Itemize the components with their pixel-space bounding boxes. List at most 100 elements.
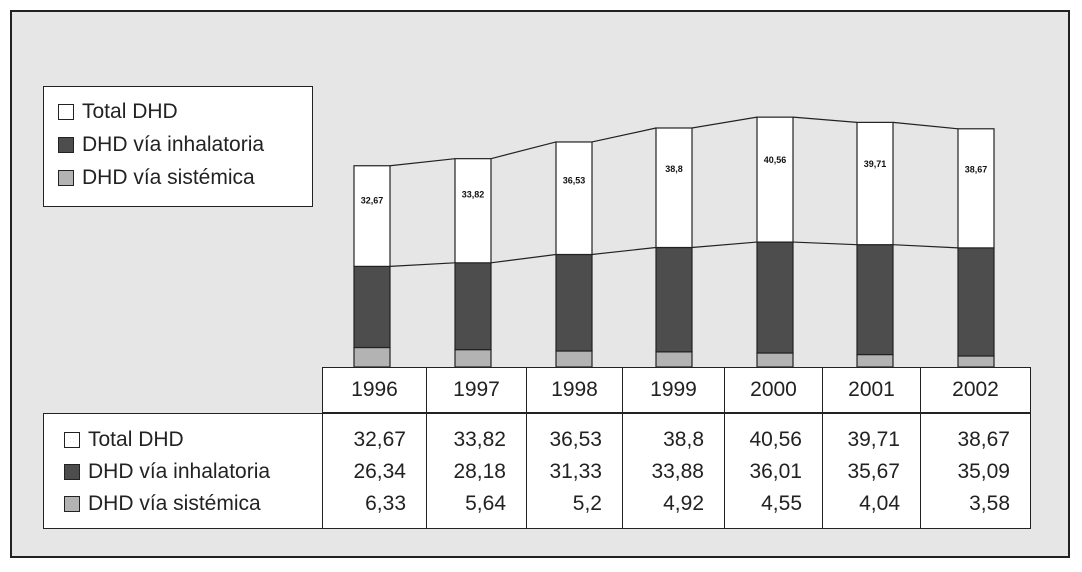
bar-segment-total — [856, 121, 894, 246]
bar-segment-total — [655, 127, 693, 249]
values-row: Total DHD DHD vía inhalatoria DHD vía si… — [43, 413, 1031, 529]
table-value: 40,56 — [749, 428, 802, 451]
table-cell: 39,71 35,67 4,04 — [822, 413, 921, 529]
bar-data-label: 33,82 — [462, 189, 485, 199]
legend-label-inhalatoria: DHD vía inhalatoria — [82, 132, 265, 156]
bar-segment-sistemica — [655, 351, 693, 368]
table-value: 31,33 — [549, 460, 602, 483]
table-value: 33,82 — [453, 428, 506, 451]
row-label-sistemica: DHD vía sistémica — [64, 488, 322, 520]
year-cell: 1998 — [526, 367, 623, 413]
inhalatoria-connector-line — [490, 253, 557, 264]
bar-segment-total — [756, 116, 794, 243]
table-cell: 32,67 26,34 6,33 — [322, 413, 427, 529]
table-value: 3,58 — [969, 492, 1010, 515]
total-connector-line — [792, 116, 858, 123]
table-value: 6,33 — [365, 492, 406, 515]
table-value: 38,8 — [663, 428, 704, 451]
inhalatoria-connector-line — [792, 241, 858, 246]
total-connector-line — [490, 141, 557, 160]
total-connector-line — [591, 127, 657, 143]
total-connector-line — [389, 158, 456, 167]
table-value: 4,92 — [663, 492, 704, 515]
bar-data-label: 40,56 — [764, 155, 787, 165]
year-cell: 1997 — [426, 367, 527, 413]
inhalatoria-connector-line — [892, 244, 959, 249]
table-value: 36,01 — [749, 460, 802, 483]
year-cell: 1996 — [322, 367, 427, 413]
inhalatoria-connector-line — [691, 241, 758, 249]
row-label-inhalatoria: DHD vía inhalatoria — [64, 456, 322, 488]
table-value: 35,67 — [847, 460, 900, 483]
legend-item-inhalatoria: DHD vía inhalatoria — [58, 128, 312, 161]
legend: Total DHD DHD vía inhalatoria DHD vía si… — [43, 86, 313, 207]
table-value: 35,09 — [957, 460, 1010, 483]
bar-segment-inhalatoria — [555, 253, 593, 352]
bar-segment-sistemica — [353, 346, 391, 368]
row-label-total: Total DHD — [64, 424, 322, 456]
bar-segment-sistemica — [555, 350, 593, 368]
table-value: 4,04 — [859, 492, 900, 515]
bar-segment-inhalatoria — [353, 265, 391, 349]
table-value: 28,18 — [453, 460, 506, 483]
total-connector-line — [892, 121, 959, 130]
year-cell: 1999 — [622, 367, 725, 413]
bar-data-label: 32,67 — [361, 195, 384, 205]
legend-swatch-total — [58, 103, 74, 120]
legend-swatch-sistemica — [58, 169, 74, 186]
row-label-inhalatoria-text: DHD vía inhalatoria — [88, 460, 271, 483]
bar-segment-inhalatoria — [856, 244, 894, 356]
table-value: 38,67 — [957, 428, 1010, 451]
year-header-row: 1996 1997 1998 1999 2000 2001 2002 — [44, 367, 1031, 413]
table-cell: 36,53 31,33 5,2 — [526, 413, 623, 529]
bar-data-label: 36,53 — [563, 175, 586, 185]
bar-segment-sistemica — [756, 352, 794, 368]
table-cell: 40,56 36,01 4,55 — [724, 413, 823, 529]
inhalatoria-connector-line — [389, 262, 456, 267]
table-value: 36,53 — [549, 428, 602, 451]
row-label-total-text: Total DHD — [88, 428, 184, 451]
year-cell: 2000 — [724, 367, 823, 413]
bar-data-label: 38,8 — [665, 164, 683, 174]
bar-segment-total — [957, 128, 995, 249]
bar-segment-inhalatoria — [957, 247, 995, 357]
inhalatoria-connector-line — [591, 246, 657, 256]
table-value: 5,2 — [572, 492, 602, 515]
data-table: 1996 1997 1998 1999 2000 2001 2002 Total… — [43, 367, 1031, 529]
legend-label-total: Total DHD — [82, 99, 178, 123]
table-corner — [44, 368, 323, 413]
bar-segment-sistemica — [454, 349, 492, 368]
year-cell: 2002 — [920, 367, 1031, 413]
legend-item-total: Total DHD — [58, 95, 312, 128]
table-cell: 38,67 35,09 3,58 — [920, 413, 1031, 529]
row-swatch-sistemica — [64, 496, 80, 512]
bar-data-label: 39,71 — [864, 159, 887, 169]
table-value: 39,71 — [847, 428, 900, 451]
bar-segment-total — [454, 158, 492, 264]
row-swatch-inhalatoria — [64, 464, 80, 480]
row-label-sistemica-text: DHD vía sistémica — [88, 492, 261, 515]
bar-data-label: 38,67 — [965, 164, 988, 174]
table-cell: 33,82 28,18 5,64 — [426, 413, 527, 529]
bar-segment-sistemica — [856, 353, 894, 368]
legend-label-sistemica: DHD vía sistémica — [82, 165, 255, 189]
table-cell: 38,8 33,88 4,92 — [622, 413, 725, 529]
row-labels: Total DHD DHD vía inhalatoria DHD vía si… — [43, 413, 323, 529]
year-cell: 2001 — [822, 367, 921, 413]
bar-segment-total — [353, 165, 391, 267]
table-value: 32,67 — [353, 428, 406, 451]
legend-swatch-inhalatoria — [58, 136, 74, 153]
bar-segment-inhalatoria — [756, 241, 794, 354]
bar-segment-sistemica — [957, 355, 995, 368]
bar-segment-total — [555, 141, 593, 256]
table-value: 4,55 — [761, 492, 802, 515]
table-value: 5,64 — [465, 492, 506, 515]
row-swatch-total — [64, 432, 80, 448]
table-value: 33,88 — [651, 460, 704, 483]
total-connector-line — [691, 116, 758, 129]
legend-item-sistemica: DHD vía sistémica — [58, 161, 312, 194]
bar-segment-inhalatoria — [454, 262, 492, 351]
bar-segment-inhalatoria — [655, 246, 693, 353]
table-value: 26,34 — [353, 460, 406, 483]
